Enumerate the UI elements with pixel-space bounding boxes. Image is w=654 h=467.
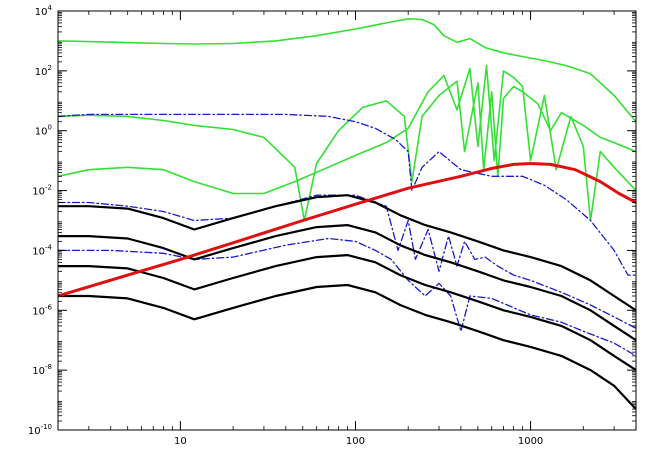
y-tick-label: 10-6: [32, 303, 52, 317]
series-line-10: [58, 283, 636, 411]
y-tick-label: 100: [35, 124, 52, 138]
series-line-7: [58, 194, 636, 312]
series-line-6: [58, 237, 636, 357]
y-tick-label: 102: [35, 64, 52, 78]
series-line-5: [58, 194, 636, 329]
y-tick-label: 10-4: [32, 243, 52, 257]
series-line-1: [58, 18, 636, 123]
series-line-2: [58, 80, 636, 222]
y-tick-label: 104: [35, 4, 53, 18]
series-line-4: [58, 113, 636, 276]
series-layer: [58, 18, 636, 411]
tick-layer: [57, 10, 637, 431]
y-tick-label: 10-2: [32, 184, 52, 198]
x-tick-label: 100: [346, 436, 365, 447]
label-layer: 10 100 1000 104 102 100 10-2 10-4 10-6 10-8 10-10: [28, 4, 543, 447]
series-line-8: [58, 224, 636, 342]
series-line-3: [58, 64, 636, 222]
plot-frame: [57, 10, 637, 431]
x-tick-label: 10: [174, 436, 187, 447]
x-tick-label: 1000: [518, 436, 543, 447]
series-line-11: [58, 162, 636, 298]
y-tick-label: 10-8: [32, 363, 52, 377]
y-tick-label: 10-10: [28, 423, 52, 437]
series-line-9: [58, 254, 636, 372]
